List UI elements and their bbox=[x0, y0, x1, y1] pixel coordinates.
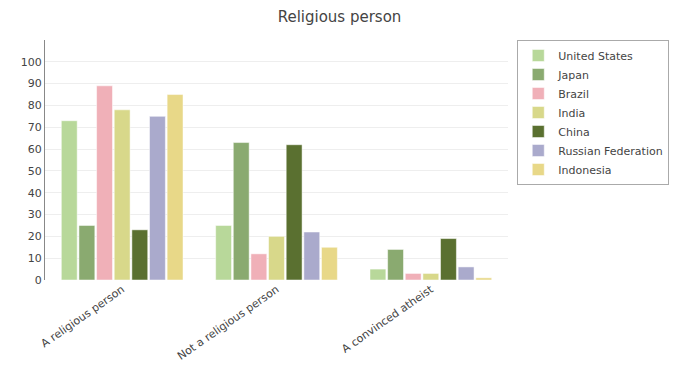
svg-text:70: 70 bbox=[28, 121, 42, 134]
svg-text:A religious person: A religious person bbox=[39, 283, 127, 350]
svg-text:60: 60 bbox=[28, 143, 42, 156]
svg-text:40: 40 bbox=[28, 187, 42, 200]
svg-text:100: 100 bbox=[21, 56, 42, 69]
svg-text:50: 50 bbox=[28, 165, 42, 178]
svg-text:20: 20 bbox=[28, 230, 42, 243]
svg-text:30: 30 bbox=[28, 208, 42, 221]
svg-text:Russian Federation: Russian Federation bbox=[558, 145, 662, 158]
svg-text:10: 10 bbox=[28, 252, 42, 265]
svg-text:United States: United States bbox=[558, 50, 633, 63]
svg-text:India: India bbox=[558, 107, 585, 120]
svg-text:China: China bbox=[558, 126, 589, 139]
svg-text:90: 90 bbox=[28, 77, 42, 90]
svg-text:0: 0 bbox=[35, 274, 42, 287]
svg-text:Japan: Japan bbox=[557, 69, 589, 82]
svg-text:Not a religious person: Not a religious person bbox=[175, 283, 281, 363]
svg-text:A convinced atheist: A convinced atheist bbox=[339, 282, 436, 355]
svg-text:80: 80 bbox=[28, 99, 42, 112]
svg-text:Brazil: Brazil bbox=[558, 88, 589, 101]
svg-text:Indonesia: Indonesia bbox=[558, 164, 611, 177]
svg-text:Religious person: Religious person bbox=[278, 8, 402, 26]
